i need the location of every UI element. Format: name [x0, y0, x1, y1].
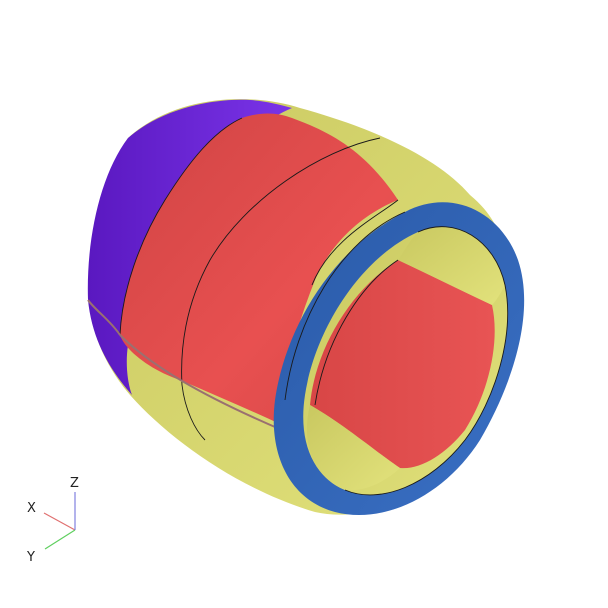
x-axis-label: X	[27, 501, 36, 516]
axis-triad: X Y Z	[26, 476, 79, 565]
purple-band	[87, 99, 292, 395]
red-band-outer	[120, 113, 398, 425]
z-axis-label: Z	[70, 476, 79, 491]
yellow-band-inner-top	[398, 226, 505, 305]
edge-lines	[87, 117, 399, 441]
x-axis-line	[43, 512, 76, 531]
front-opening[interactable]	[273, 202, 525, 516]
y-axis-line	[44, 529, 76, 550]
red-band-inner	[310, 260, 495, 469]
y-axis-label: Y	[26, 550, 35, 565]
yellow-band-inner-bottom	[306, 405, 400, 491]
inner-edge-lines	[284, 211, 509, 496]
